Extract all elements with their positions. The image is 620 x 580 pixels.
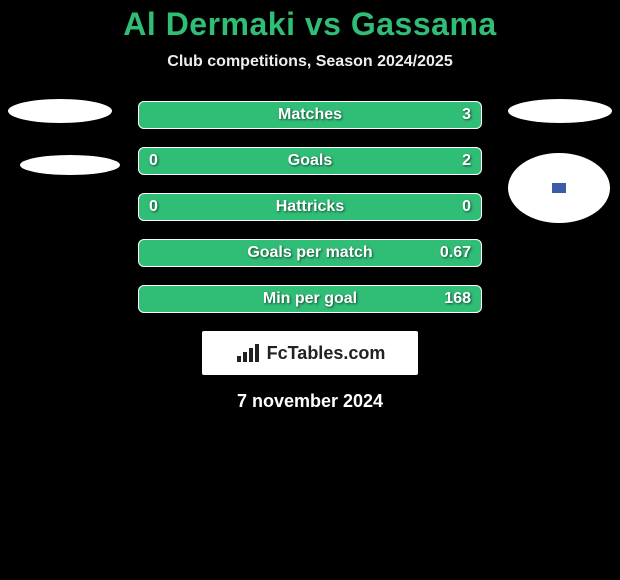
stat-label: Matches [278, 106, 342, 124]
right-ellipse-1 [508, 99, 612, 123]
stat-right-value: 3 [462, 106, 471, 124]
right-shapes [508, 101, 612, 223]
stat-row-goals-per-match: Goals per match 0.67 [138, 239, 482, 267]
stat-left-value: 0 [149, 152, 158, 170]
stat-area: Matches 3 0 Goals 2 0 Hattricks 0 Goals … [0, 101, 620, 313]
left-ellipse-2 [20, 155, 120, 175]
stat-label: Hattricks [276, 198, 344, 216]
stat-left-value: 0 [149, 198, 158, 216]
date: 7 november 2024 [0, 391, 620, 412]
flag-icon [551, 182, 567, 194]
logo-text: FcTables.com [267, 343, 386, 364]
subtitle: Club competitions, Season 2024/2025 [0, 53, 620, 71]
stat-row-matches: Matches 3 [138, 101, 482, 129]
logo-bars-icon [235, 342, 261, 364]
left-shapes [8, 101, 120, 175]
stat-bars: Matches 3 0 Goals 2 0 Hattricks 0 Goals … [138, 101, 482, 313]
stat-row-hattricks: 0 Hattricks 0 [138, 193, 482, 221]
stat-label: Min per goal [263, 290, 357, 308]
page-title: Al Dermaki vs Gassama [0, 0, 620, 43]
stat-right-value: 0.67 [440, 244, 471, 262]
stat-right-value: 168 [444, 290, 471, 308]
right-circle [508, 153, 610, 223]
left-ellipse-1 [8, 99, 112, 123]
logo: FcTables.com [202, 331, 418, 375]
stat-label: Goals [288, 152, 332, 170]
stat-row-goals: 0 Goals 2 [138, 147, 482, 175]
stat-right-value: 2 [462, 152, 471, 170]
stat-label: Goals per match [247, 244, 372, 262]
stat-row-min-per-goal: Min per goal 168 [138, 285, 482, 313]
stat-right-value: 0 [462, 198, 471, 216]
